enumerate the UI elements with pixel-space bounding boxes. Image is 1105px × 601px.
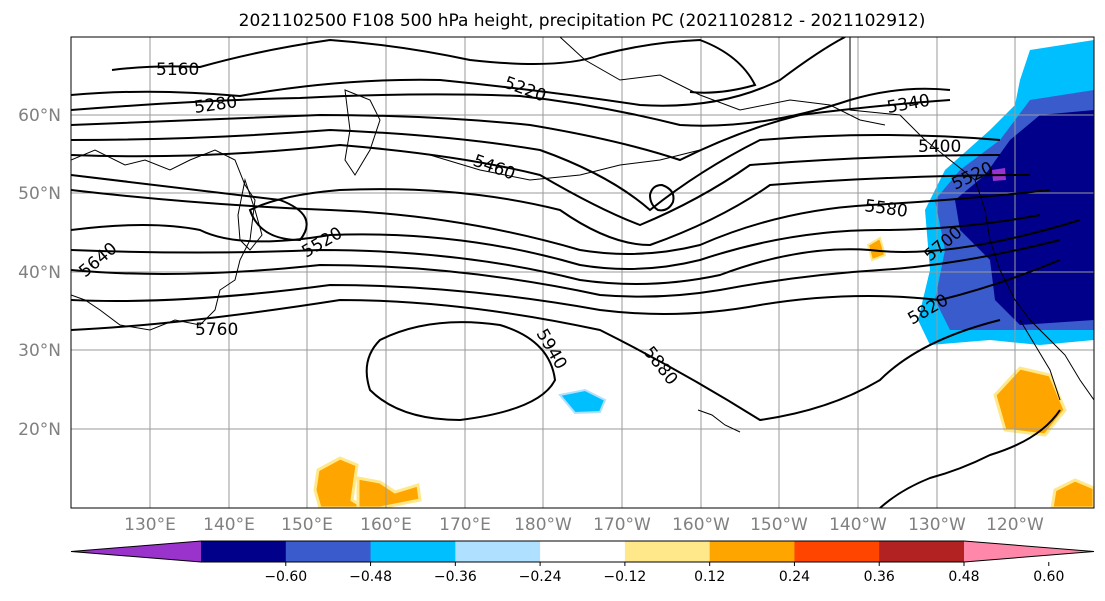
contour-5220 <box>71 37 846 107</box>
height-contours <box>71 37 1081 508</box>
colorbar-segment <box>794 541 880 562</box>
colorbar-tick-label: 0.24 <box>779 569 810 585</box>
coast-na-west <box>849 37 1094 401</box>
colorbar: −0.60 −0.48 −0.36 −0.24 −0.12 0.12 0.24 0.36 0.4… <box>70 540 1095 585</box>
coast-aleutians <box>429 149 701 181</box>
precip-fills <box>313 40 1094 508</box>
contour-5400 <box>71 128 1001 212</box>
colorbar-tick-label: 0.48 <box>948 569 979 585</box>
contour-5640 <box>71 214 1041 270</box>
lat-label-20n: 20°N <box>18 420 61 440</box>
colorbar-extension-high <box>964 541 1094 562</box>
contour-label-5940: 5940 <box>532 326 571 373</box>
lon-label: 130°E <box>124 515 176 535</box>
coast-asia <box>71 149 256 331</box>
contour-5340 <box>71 99 951 162</box>
contour-label-5160: 5160 <box>156 60 199 80</box>
lat-label-60n: 60°N <box>18 106 61 126</box>
contour-south-east <box>879 409 1061 508</box>
contour-label-5280: 5280 <box>193 92 239 118</box>
contour-label-5580: 5580 <box>863 196 909 222</box>
contour-5700 <box>71 219 1081 285</box>
precip-positive-small <box>866 236 887 262</box>
contour-label-5460: 5460 <box>470 151 517 185</box>
colorbar-tick-label: −0.36 <box>434 569 477 585</box>
lat-label-30n: 30°N <box>18 341 61 361</box>
lon-label: 170°W <box>593 515 651 535</box>
contour-5160 <box>111 38 757 94</box>
colorbar-extension-low <box>71 541 201 562</box>
contour-5520 <box>71 174 1031 247</box>
lon-label: 170°E <box>439 515 491 535</box>
coast-hawaii <box>697 409 741 433</box>
lon-label: 140°E <box>203 515 255 535</box>
precip-positive-south-2 <box>356 476 422 508</box>
coast-kamchatka <box>344 89 381 176</box>
colorbar-segment <box>455 541 541 562</box>
contour-5460 <box>71 143 1001 227</box>
colorbar-tick-label: −0.12 <box>603 569 646 585</box>
lon-label: 150°W <box>750 515 808 535</box>
colorbar-segment <box>709 541 795 562</box>
contour-5580 <box>71 189 1051 255</box>
figure-title: 2021102500 F108 500 hPa height, precipit… <box>239 11 926 31</box>
lon-label: 120°W <box>986 515 1044 535</box>
colorbar-segment <box>540 541 626 562</box>
contour-label-5220: 5220 <box>501 73 548 107</box>
coast-japan <box>237 178 263 251</box>
lat-labels: 60°N 50°N 40°N 30°N 20°N <box>18 106 61 440</box>
contour-label-5760: 5760 <box>195 320 238 340</box>
map-frame <box>70 36 1095 509</box>
colorbar-tick-label: 0.12 <box>694 569 725 585</box>
colorbar-outline <box>70 540 1095 563</box>
contour-low-center <box>648 183 675 212</box>
lon-label: 150°E <box>281 515 333 535</box>
lat-label-50n: 50°N <box>18 184 61 204</box>
colorbar-tick-label: −0.60 <box>264 569 307 585</box>
lon-label: 160°E <box>360 515 412 535</box>
colorbar-segment <box>879 541 965 562</box>
precip-positive-ne-pacific <box>993 366 1067 437</box>
contour-label-5640: 5640 <box>75 239 121 282</box>
precip-positive-se <box>1050 478 1094 508</box>
colorbar-segment <box>201 541 287 562</box>
colorbar-tick-label: −0.24 <box>519 569 562 585</box>
lon-label: 130°W <box>908 515 966 535</box>
lon-label: 140°W <box>829 515 887 535</box>
precip-negative-hawaii <box>558 388 607 415</box>
colorbar-tick-label: −0.48 <box>349 569 392 585</box>
contour-5880 <box>71 298 1001 422</box>
map-area: 5160 5280 5220 5340 5400 5460 5520 5580 … <box>71 37 1094 508</box>
contour-5940 <box>365 321 557 422</box>
contour-label-5340: 5340 <box>885 91 931 118</box>
contour-5760 <box>71 239 1061 298</box>
lon-labels: 130°E 140°E 150°E 160°E 170°E 180°W 170°… <box>124 515 1044 535</box>
contour-5820 <box>71 259 1061 315</box>
coast-alaska <box>559 37 886 126</box>
lat-label-40n: 40°N <box>18 263 61 283</box>
colorbar-tick-label: 0.36 <box>864 569 895 585</box>
lon-label: 180°W <box>514 515 572 535</box>
contour-5280 <box>71 87 951 127</box>
colorbar-segment <box>285 541 372 562</box>
colorbar-tick-label: 0.60 <box>1033 569 1064 585</box>
lon-label: 160°W <box>672 515 730 535</box>
coastlines <box>71 37 1094 433</box>
contour-label-5400: 5400 <box>918 137 961 157</box>
colorbar-segment <box>370 541 456 562</box>
coast-baja <box>1019 319 1061 401</box>
colorbar-segment <box>624 541 711 562</box>
